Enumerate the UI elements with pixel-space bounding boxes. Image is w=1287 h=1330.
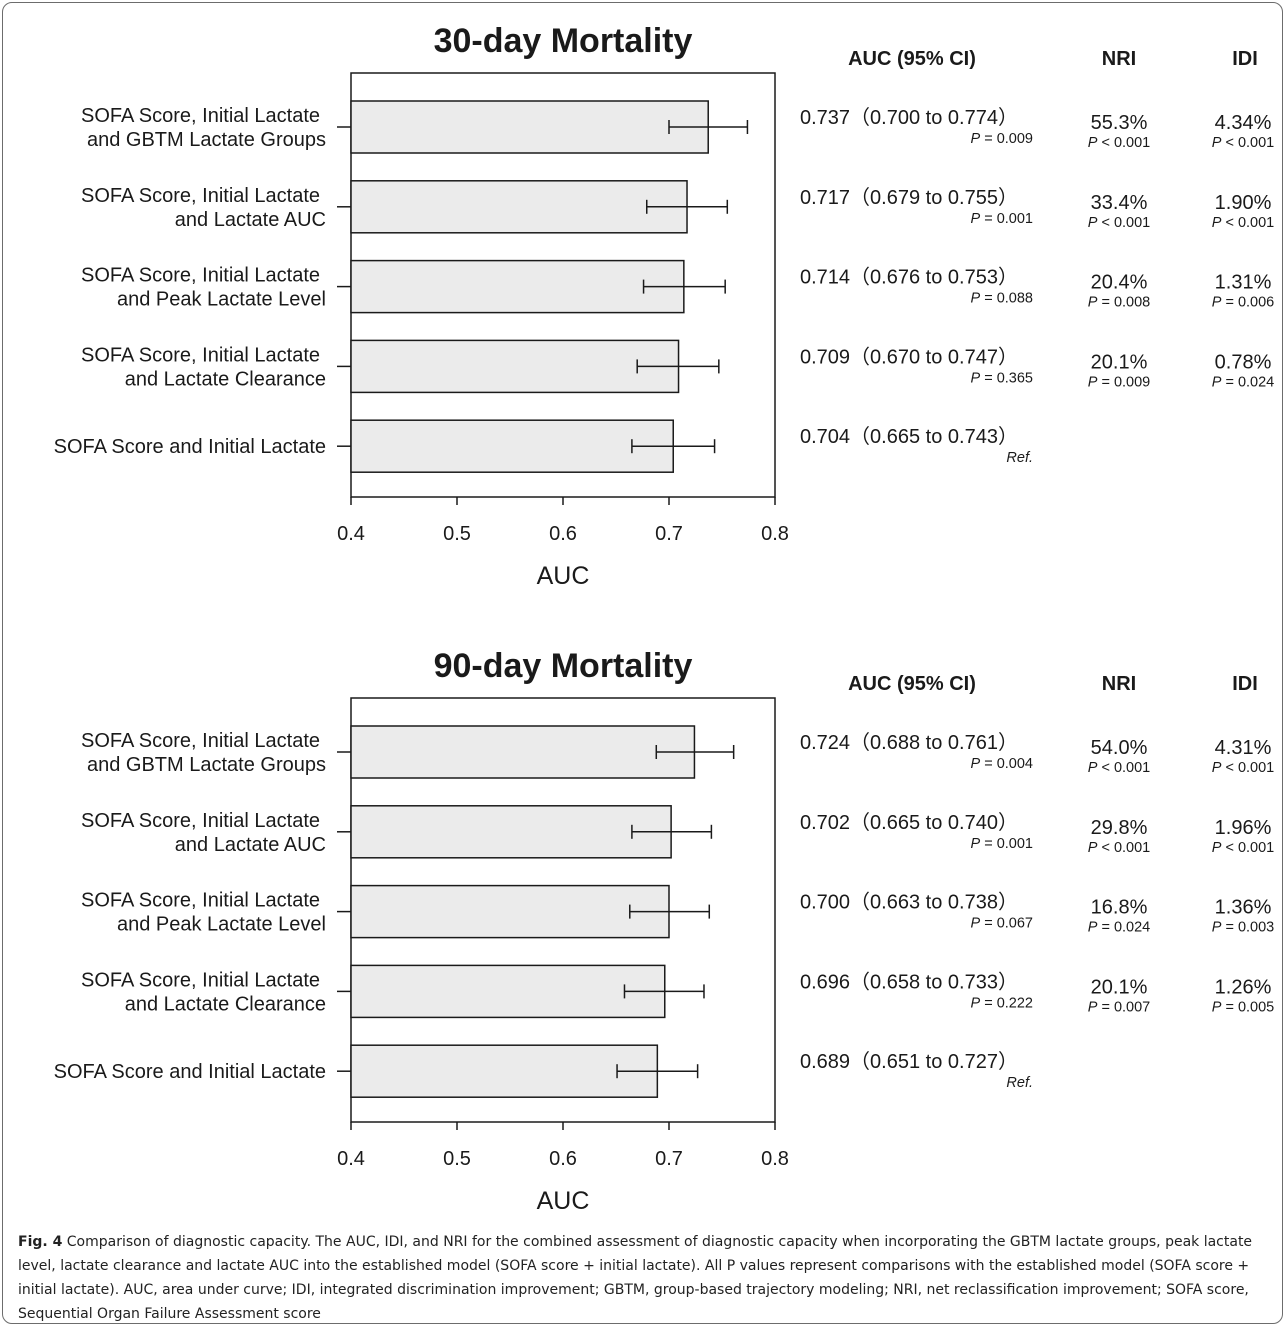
idi-p-value: P = 0.024 bbox=[1212, 374, 1274, 390]
nri-p-value: P < 0.001 bbox=[1088, 215, 1150, 231]
nri-value: 29.8% bbox=[1091, 817, 1148, 839]
idi-p-value: P = 0.003 bbox=[1212, 920, 1274, 936]
x-tick-label: 0.4 bbox=[337, 523, 365, 545]
nri-p-value: P = 0.009 bbox=[1088, 374, 1150, 390]
header-nri: NRI bbox=[1102, 48, 1136, 70]
idi-p-value: P < 0.001 bbox=[1212, 840, 1274, 856]
header-nri: NRI bbox=[1102, 673, 1136, 695]
x-tick-label: 0.4 bbox=[337, 1148, 365, 1170]
bar bbox=[350, 725, 696, 779]
bar bbox=[350, 180, 688, 234]
y-tick-label: SOFA Score, Initial Lactate and GBTM Lact… bbox=[81, 730, 326, 776]
idi-p-value: P < 0.001 bbox=[1212, 760, 1274, 776]
bar bbox=[350, 339, 680, 394]
idi-value: 1.36% bbox=[1215, 897, 1272, 919]
y-tick-label: SOFA Score, Initial Lactate and Lactate A… bbox=[81, 810, 326, 856]
header-auc-ci: AUC (95% CI) bbox=[848, 673, 976, 695]
bar bbox=[350, 419, 674, 473]
idi-value: 1.90% bbox=[1215, 192, 1272, 214]
bar bbox=[350, 964, 666, 1019]
nri-p-value: P = 0.008 bbox=[1088, 295, 1150, 311]
bar bbox=[350, 259, 685, 314]
chart-30-day-mortality: 30-day Mortality AUC (95% CI) NRI IDI 0.4 0.5… bbox=[54, 22, 1275, 590]
auc-ci-value: 0.709（0.670 to 0.747） bbox=[800, 345, 1018, 368]
auc-ci-value: 0.724（0.688 to 0.761） bbox=[800, 731, 1018, 754]
x-tick-label: 0.8 bbox=[761, 1148, 789, 1170]
x-tick-label: 0.8 bbox=[761, 523, 789, 545]
auc-p-value: P = 0.067 bbox=[971, 916, 1033, 932]
auc-ci-value: 0.702（0.665 to 0.740） bbox=[800, 811, 1018, 834]
header-idi: IDI bbox=[1232, 48, 1258, 70]
idi-value: 0.78% bbox=[1215, 351, 1272, 373]
figure-label: Fig. 4 bbox=[18, 1234, 63, 1250]
figure-caption: Fig. 4 Comparison of diagnostic capacity… bbox=[18, 1230, 1280, 1326]
auc-ci-value: 0.700（0.663 to 0.738） bbox=[800, 891, 1018, 914]
x-tick-label: 0.6 bbox=[549, 1148, 577, 1170]
nri-value: 16.8% bbox=[1091, 897, 1148, 919]
x-tick-label: 0.7 bbox=[655, 1148, 683, 1170]
y-tick-label: SOFA Score, Initial Lactate and Peak Lact… bbox=[81, 265, 326, 311]
auc-ci-value: 0.689（0.651 to 0.727） bbox=[800, 1050, 1018, 1073]
idi-value: 4.34% bbox=[1215, 112, 1272, 134]
x-tick-label: 0.6 bbox=[549, 523, 577, 545]
nri-value: 54.0% bbox=[1091, 737, 1148, 759]
y-tick-label: SOFA Score, Initial Lactate and Lactate C… bbox=[81, 344, 326, 390]
auc-ci-value: 0.696（0.658 to 0.733） bbox=[800, 970, 1018, 993]
idi-value: 1.96% bbox=[1215, 817, 1272, 839]
idi-value: 1.26% bbox=[1215, 976, 1272, 998]
x-axis-label: AUC bbox=[537, 562, 590, 590]
header-auc-ci: AUC (95% CI) bbox=[848, 48, 976, 70]
idi-p-value: P = 0.006 bbox=[1212, 295, 1274, 311]
chart-title: 30-day Mortality bbox=[434, 22, 693, 60]
chart-title: 90-day Mortality bbox=[434, 647, 693, 685]
nri-value: 20.1% bbox=[1091, 976, 1148, 998]
nri-value: 20.1% bbox=[1091, 351, 1148, 373]
idi-p-value: P < 0.001 bbox=[1212, 135, 1274, 151]
x-axis-label: AUC bbox=[537, 1187, 590, 1215]
bar bbox=[350, 884, 670, 939]
y-tick-label: SOFA Score, Initial Lactate and Lactate A… bbox=[81, 185, 326, 231]
auc-ci-value: 0.717（0.679 to 0.755） bbox=[800, 186, 1018, 209]
nri-value: 55.3% bbox=[1091, 112, 1148, 134]
idi-p-value: P < 0.001 bbox=[1212, 215, 1274, 231]
figure-caption-text: Comparison of diagnostic capacity. The A… bbox=[18, 1234, 1253, 1322]
auc-p-value: P = 0.009 bbox=[971, 131, 1033, 147]
auc-ci-value: 0.704（0.665 to 0.743） bbox=[800, 425, 1018, 448]
idi-value: 4.31% bbox=[1215, 737, 1272, 759]
y-tick-label: SOFA Score, Initial Lactate and Peak Lact… bbox=[81, 890, 326, 936]
y-tick-label: SOFA Score and Initial Lactate bbox=[54, 1061, 326, 1083]
header-idi: IDI bbox=[1232, 673, 1258, 695]
x-tick-label: 0.7 bbox=[655, 523, 683, 545]
auc-ci-value: 0.737（0.700 to 0.774） bbox=[800, 106, 1018, 129]
nri-p-value: P = 0.007 bbox=[1088, 999, 1150, 1015]
auc-p-value: P = 0.088 bbox=[971, 291, 1033, 307]
nri-p-value: P < 0.001 bbox=[1088, 135, 1150, 151]
auc-p-value: P = 0.365 bbox=[971, 370, 1033, 386]
nri-p-value: P < 0.001 bbox=[1088, 840, 1150, 856]
bar bbox=[350, 805, 672, 859]
y-tick-label: SOFA Score and Initial Lactate bbox=[54, 436, 326, 458]
y-tick-label: SOFA Score, Initial Lactate and GBTM Lact… bbox=[81, 105, 326, 151]
auc-p-value: Ref. bbox=[1006, 450, 1033, 466]
nri-p-value: P = 0.024 bbox=[1088, 920, 1150, 936]
auc-ci-value: 0.714（0.676 to 0.753） bbox=[800, 266, 1018, 289]
bar bbox=[350, 100, 709, 154]
bar bbox=[350, 1044, 659, 1098]
x-tick-label: 0.5 bbox=[443, 523, 471, 545]
x-tick-label: 0.5 bbox=[443, 1148, 471, 1170]
chart-90-day-mortality: 90-day Mortality AUC (95% CI) NRI IDI 0.4 0.5… bbox=[54, 647, 1275, 1215]
nri-value: 20.4% bbox=[1091, 272, 1148, 294]
auc-p-value: P = 0.004 bbox=[971, 756, 1033, 772]
nri-p-value: P < 0.001 bbox=[1088, 760, 1150, 776]
auc-p-value: P = 0.001 bbox=[971, 836, 1033, 852]
auc-p-value: P = 0.001 bbox=[971, 211, 1033, 227]
auc-p-value: P = 0.222 bbox=[971, 995, 1033, 1011]
auc-p-value: Ref. bbox=[1006, 1075, 1033, 1091]
idi-value: 1.31% bbox=[1215, 272, 1272, 294]
y-tick-label: SOFA Score, Initial Lactate and Lactate C… bbox=[81, 969, 326, 1015]
nri-value: 33.4% bbox=[1091, 192, 1148, 214]
idi-p-value: P = 0.005 bbox=[1212, 999, 1274, 1015]
